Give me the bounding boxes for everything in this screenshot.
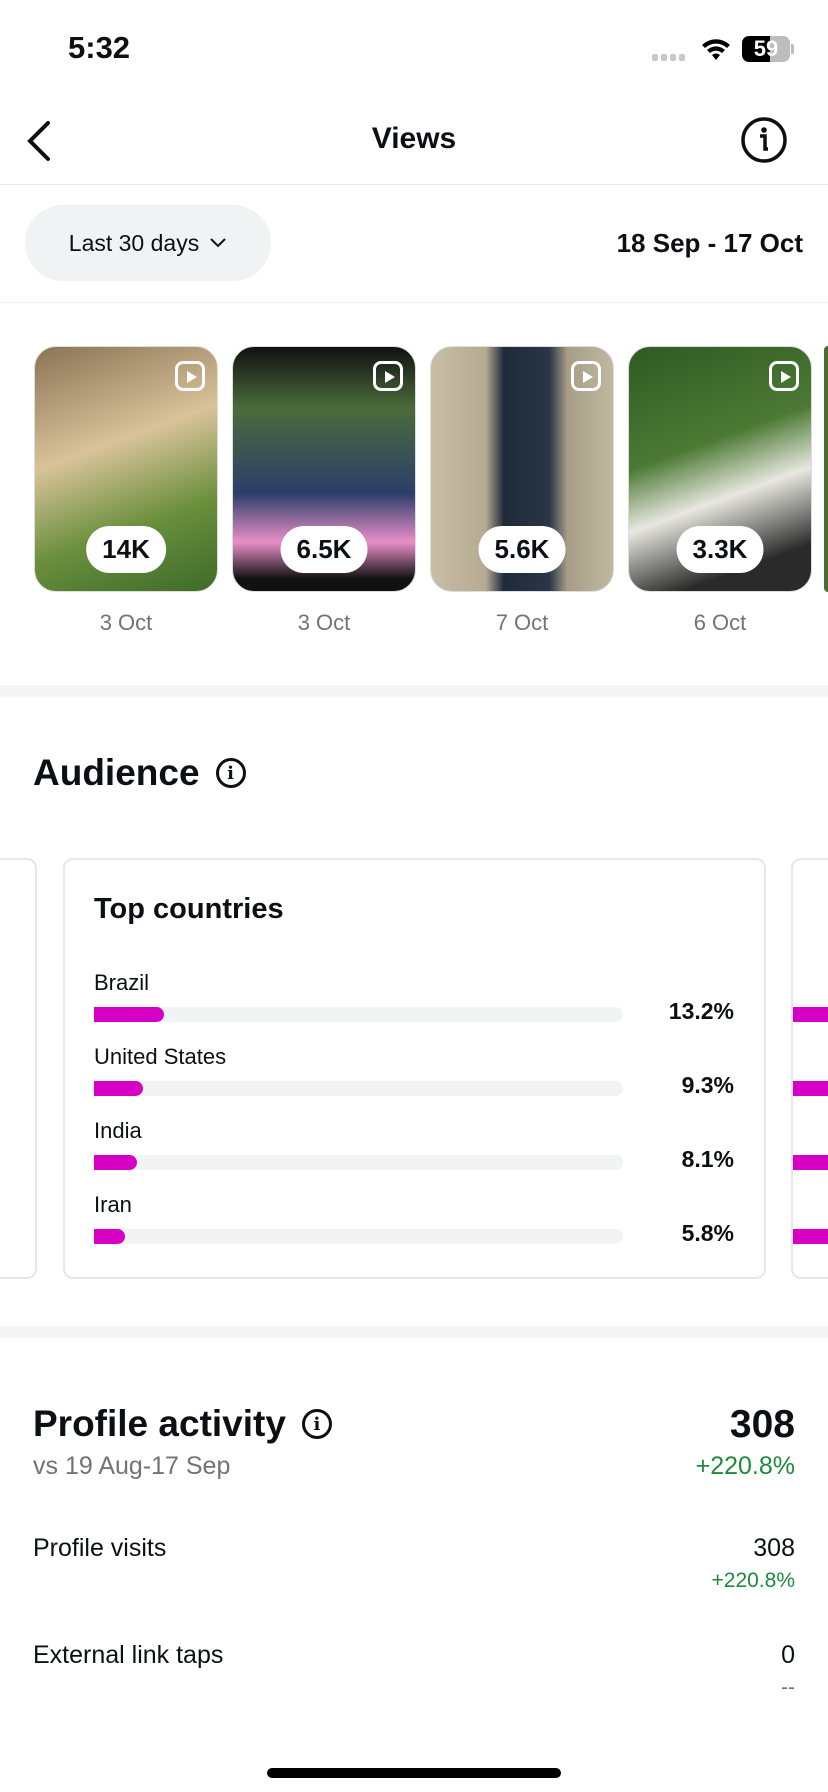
audience-card-previous[interactable]: [0, 858, 37, 1279]
period-label: Last 30 days: [68, 229, 200, 256]
reels-icon: [769, 361, 799, 391]
country-bar-track: [94, 1081, 623, 1096]
reel-thumbnail[interactable]: 5.6K: [430, 346, 614, 592]
bar-fill: [793, 1229, 828, 1244]
status-time: 5:32: [68, 30, 131, 65]
back-icon[interactable]: [24, 120, 54, 162]
battery-icon: 59: [742, 36, 790, 62]
country-bar-fill: [94, 1081, 144, 1096]
comparison-period: vs 19 Aug-17 Sep: [33, 1452, 231, 1480]
bar-fill: [793, 1007, 828, 1022]
card-title: Top countries: [94, 893, 284, 925]
view-count: 5.6K: [478, 526, 566, 573]
country-percent: 9.3%: [681, 1072, 734, 1098]
reels-icon: [175, 361, 205, 391]
section-separator: [0, 1326, 828, 1338]
reel-date: 3 Oct: [297, 610, 351, 635]
country-bar-fill: [94, 1229, 125, 1244]
country-name: Iran: [94, 1192, 132, 1217]
info-icon[interactable]: i: [301, 1409, 332, 1439]
country-bar-track: [94, 1007, 623, 1022]
metric-value: 308: [753, 1534, 795, 1562]
audience-card-next[interactable]: [791, 858, 828, 1279]
wifi-icon: [702, 39, 730, 60]
audience-heading: Audience i: [33, 752, 246, 794]
metric-change: --: [781, 1676, 795, 1699]
country-percent: 8.1%: [681, 1146, 734, 1172]
country-percent: 5.8%: [681, 1220, 734, 1246]
home-indicator[interactable]: [267, 1768, 561, 1778]
country-bar-track: [94, 1229, 623, 1244]
country-bar-track: [94, 1155, 623, 1170]
info-icon[interactable]: [740, 116, 788, 164]
divider: [0, 302, 828, 303]
reel-date: 7 Oct: [495, 610, 549, 635]
profile-activity-total: 308: [729, 1403, 795, 1446]
reel-thumbnail-partial[interactable]: [824, 346, 828, 592]
country-bar-fill: [94, 1007, 164, 1022]
reels-icon: [571, 361, 601, 391]
cellular-signal-icon: [652, 54, 685, 61]
country-bar-fill: [94, 1155, 137, 1170]
metric-label: Profile visits: [33, 1534, 167, 1562]
divider: [0, 184, 828, 185]
country-name: United States: [94, 1044, 227, 1069]
section-separator: [0, 685, 828, 697]
country-percent: 13.2%: [668, 998, 734, 1024]
page-title: Views: [371, 122, 457, 155]
profile-activity-change: +220.8%: [695, 1452, 795, 1480]
profile-activity-title: Profile activity: [33, 1403, 286, 1444]
view-count: 3.3K: [676, 526, 764, 573]
view-count: 6.5K: [280, 526, 368, 573]
reel-thumbnail[interactable]: 3.3K: [628, 346, 812, 592]
reel-thumbnail[interactable]: 6.5K: [232, 346, 416, 592]
metric-change: +220.8%: [711, 1569, 796, 1592]
view-count: 14K: [86, 526, 166, 573]
metric-label: External link taps: [33, 1641, 224, 1669]
reels-icon: [373, 361, 403, 391]
metric-value: 0: [781, 1641, 795, 1669]
bar-fill: [793, 1081, 828, 1096]
reel-date: 3 Oct: [99, 610, 153, 635]
period-dropdown[interactable]: Last 30 days: [25, 205, 271, 281]
chevron-down-icon: [210, 238, 226, 248]
date-range: 18 Sep - 17 Oct: [616, 228, 803, 258]
profile-activity-heading: Profile activity i: [33, 1403, 332, 1445]
bar-fill: [793, 1155, 828, 1170]
top-countries-card[interactable]: [63, 858, 766, 1279]
reel-date: 6 Oct: [693, 610, 747, 635]
country-name: Brazil: [94, 970, 150, 995]
info-icon[interactable]: i: [215, 758, 246, 788]
country-name: India: [94, 1118, 142, 1143]
audience-title: Audience: [33, 752, 200, 793]
reel-thumbnail[interactable]: 14K: [34, 346, 218, 592]
battery-cap: [791, 44, 794, 54]
